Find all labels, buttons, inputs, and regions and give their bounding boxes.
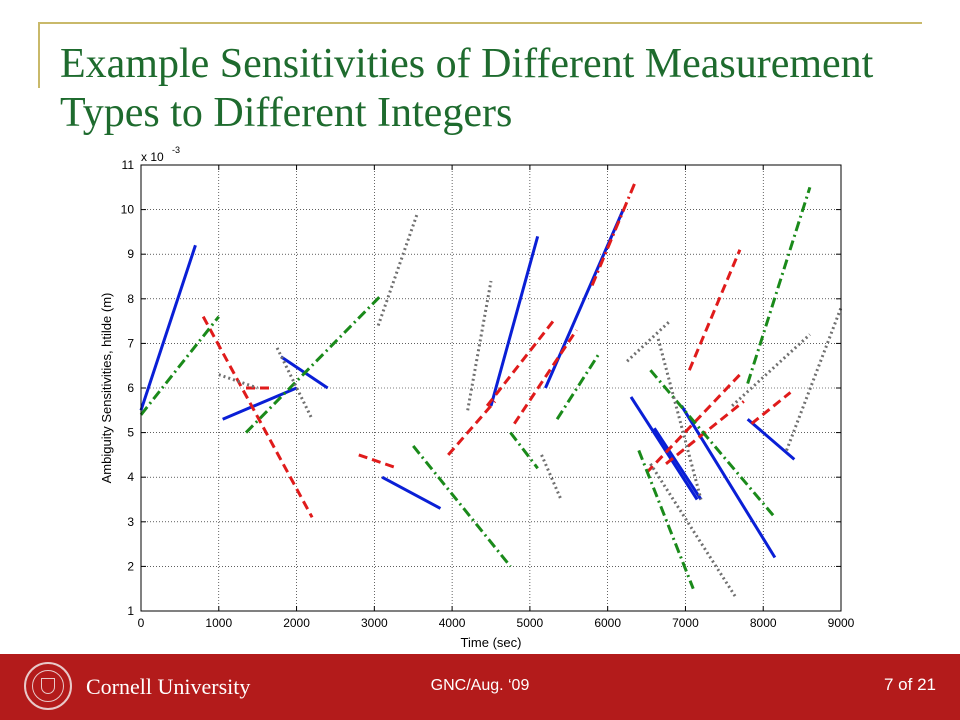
series-segment-gray bbox=[785, 307, 843, 451]
series-segment-blue bbox=[629, 396, 699, 501]
y-tick-label: 11 bbox=[122, 158, 135, 172]
y-axis-label: Ambiguity Sensitivities, htilde (m) bbox=[99, 293, 114, 484]
series-segment-red bbox=[513, 329, 578, 425]
series-segment-red bbox=[485, 320, 555, 407]
x-tick-label: 6000 bbox=[594, 616, 621, 630]
series-segment-green bbox=[509, 431, 539, 470]
series-segment-blue bbox=[746, 418, 796, 461]
x-tick-label: 7000 bbox=[672, 616, 699, 630]
series-segment-green bbox=[139, 315, 220, 416]
x-tick-label: 0 bbox=[138, 616, 145, 630]
left-accent-rule bbox=[38, 22, 40, 88]
y-tick-label: 5 bbox=[127, 426, 134, 440]
x-tick-label: 1000 bbox=[205, 616, 232, 630]
top-accent-rule bbox=[38, 22, 922, 24]
cornell-seal-icon bbox=[24, 662, 72, 710]
series-segment-green bbox=[555, 351, 602, 421]
series-segment-green bbox=[244, 293, 384, 434]
series-segment-red bbox=[687, 249, 742, 371]
series-segment-red bbox=[590, 182, 637, 286]
y-multiplier-base: x 10 bbox=[141, 150, 164, 164]
y-tick-label: 8 bbox=[127, 292, 134, 306]
y-tick-label: 7 bbox=[127, 336, 134, 350]
series-segment-red bbox=[447, 400, 497, 456]
y-tick-label: 6 bbox=[127, 381, 134, 395]
series-segment-green bbox=[412, 445, 512, 568]
series-segment-blue bbox=[653, 427, 703, 501]
x-tick-label: 2000 bbox=[283, 616, 310, 630]
x-tick-label: 9000 bbox=[828, 616, 855, 630]
series-segment-gray bbox=[275, 347, 314, 420]
series-segment-red bbox=[750, 391, 792, 425]
series-segment-gray bbox=[649, 463, 738, 599]
series-segment-red bbox=[358, 453, 399, 470]
series-segment-red bbox=[201, 315, 314, 519]
slide-title: Example Sensitivities of Different Measu… bbox=[60, 41, 874, 136]
y-tick-label: 3 bbox=[127, 515, 134, 529]
series-segment-red bbox=[645, 373, 741, 474]
y-tick-label: 4 bbox=[127, 470, 134, 484]
series-segment-blue bbox=[489, 235, 540, 407]
x-tick-label: 3000 bbox=[361, 616, 388, 630]
series-segment-gray bbox=[540, 454, 563, 501]
series-segment-blue bbox=[139, 244, 197, 411]
y-tick-label: 9 bbox=[127, 247, 134, 261]
y-tick-label: 10 bbox=[121, 203, 135, 217]
series-segment-green bbox=[637, 449, 695, 590]
y-tick-label: 2 bbox=[127, 559, 134, 573]
footer-bar: Cornell University GNC/Aug. ‘09 7 of 21 bbox=[0, 654, 960, 720]
y-tick-label: 1 bbox=[127, 604, 134, 618]
series-segment-blue bbox=[381, 475, 442, 510]
series-segment-green bbox=[746, 186, 812, 384]
sensitivity-chart: 0 1000 2000 3000 4000 5000 6000 7000 8000 9000 1 2 3… bbox=[99, 145, 855, 650]
series-segment-green bbox=[649, 369, 777, 519]
x-tick-label: 4000 bbox=[439, 616, 466, 630]
series-segment-gray bbox=[218, 373, 259, 390]
series-segment-blue bbox=[680, 405, 777, 559]
y-multiplier-exponent: -3 bbox=[172, 145, 180, 155]
x-tick-label: 8000 bbox=[750, 616, 777, 630]
footer-conference: GNC/Aug. ‘09 bbox=[430, 677, 530, 694]
page-number: 7 of 21 bbox=[884, 675, 936, 694]
series-segment-gray bbox=[466, 280, 493, 411]
x-tick-label: 5000 bbox=[517, 616, 544, 630]
x-axis-label: Time (sec) bbox=[461, 635, 522, 650]
footer-university: Cornell University bbox=[86, 674, 251, 699]
